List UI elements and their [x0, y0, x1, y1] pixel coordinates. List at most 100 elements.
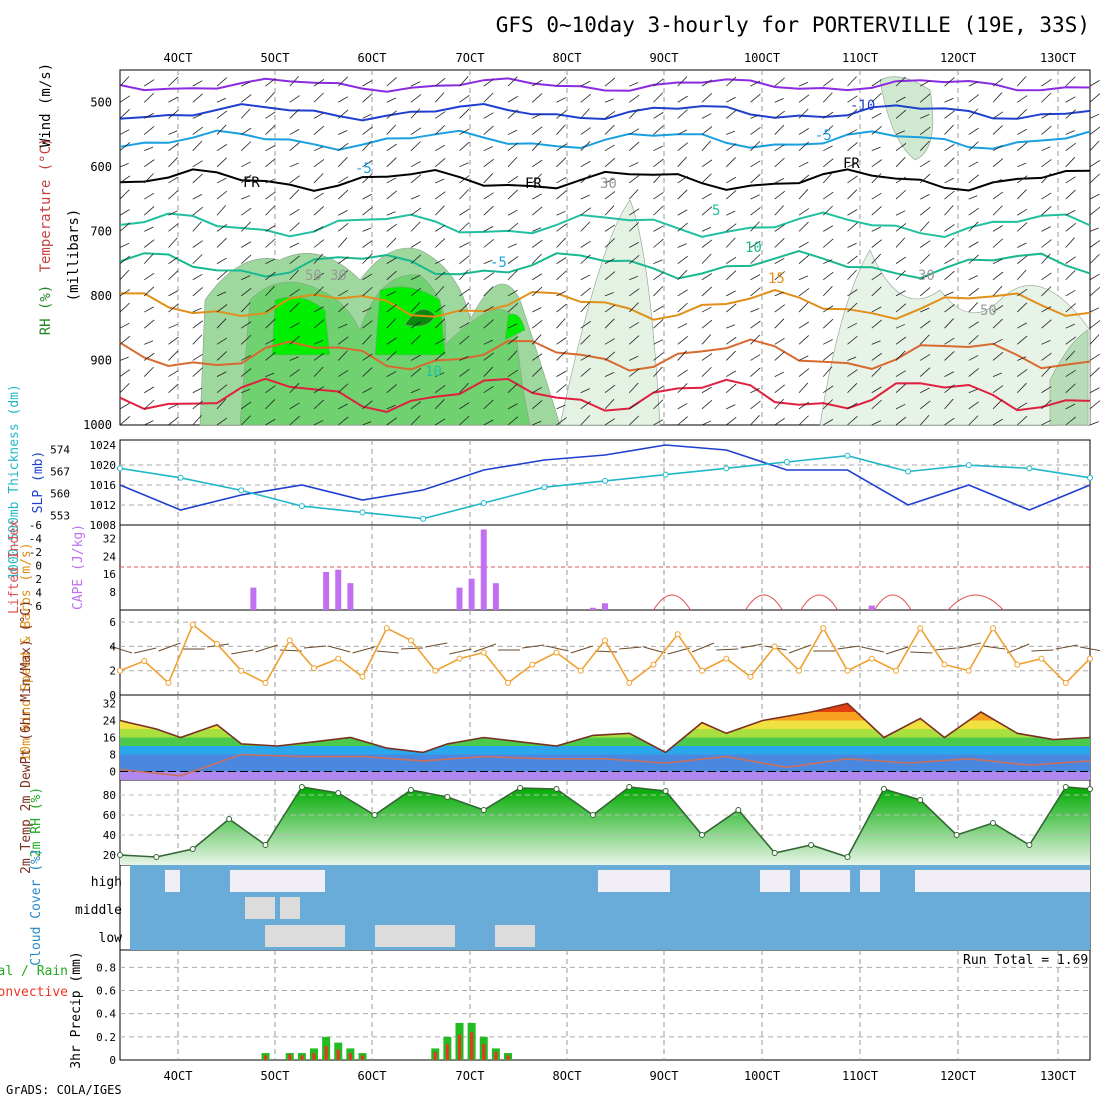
rh-line-point — [953, 832, 960, 838]
wind-barb — [604, 191, 616, 200]
contour-label: -5 — [355, 161, 372, 177]
wind-barb — [822, 352, 834, 361]
wind-barb — [216, 205, 227, 216]
wind-barb — [241, 388, 251, 394]
wind-barb — [847, 255, 858, 264]
wind-barb — [1089, 353, 1100, 361]
wind-barb — [580, 354, 591, 361]
wind-barb — [192, 126, 203, 135]
wind-barb — [944, 157, 955, 168]
wind-barb — [531, 93, 543, 103]
wind-barb — [871, 192, 882, 200]
wind-barb — [241, 195, 251, 200]
wind-barb — [628, 415, 640, 426]
cape-bar — [347, 583, 354, 610]
wind-barb — [628, 221, 640, 232]
wind-barb — [798, 241, 809, 248]
cloud-high-clear — [760, 870, 790, 892]
wind-barb-10m — [910, 651, 933, 654]
wind-barb — [410, 241, 421, 248]
wind-barb — [701, 366, 712, 377]
wind-barb — [895, 370, 906, 377]
wind-barb — [1017, 322, 1027, 329]
wind-barb — [1016, 382, 1027, 394]
wind-barb — [774, 157, 785, 168]
wind-barb — [313, 239, 325, 248]
wind-barb — [750, 93, 761, 103]
rh-line-point — [408, 787, 414, 793]
wind-barb — [920, 307, 930, 313]
wind-barb — [944, 417, 955, 426]
wind-barb — [532, 126, 543, 135]
precip-convective-bar — [445, 1043, 449, 1060]
rh-line-point — [153, 854, 160, 860]
wind-barb — [241, 275, 251, 281]
wind-barb — [677, 383, 688, 394]
wind-barb — [459, 94, 470, 103]
rh-tick-label: 20 — [103, 849, 116, 862]
wind-barb — [847, 222, 858, 232]
wind-barb-10m — [740, 643, 763, 649]
wind-barb-10m — [134, 647, 157, 654]
wind-barb — [604, 111, 616, 119]
wind-barb — [992, 191, 1004, 200]
wind-barb — [677, 302, 688, 313]
bottom-x-tick-label: 6OCT — [358, 1069, 387, 1083]
wind-barb — [240, 368, 252, 377]
wind-barb — [629, 208, 640, 216]
wind-barb — [241, 207, 252, 216]
wind-barb — [168, 290, 179, 297]
wind-barb — [798, 302, 809, 313]
wind-barb — [240, 334, 252, 345]
wind-barb — [1089, 206, 1100, 216]
freezing-level-contour — [119, 168, 1091, 192]
wind-barb — [968, 81, 978, 87]
wind-barb — [653, 225, 664, 232]
slp-tick-label: 1016 — [90, 479, 117, 492]
temp-tick-label: 24 — [103, 715, 117, 728]
wind-barb — [1041, 340, 1051, 345]
wind-barb — [216, 291, 227, 297]
wind-barb — [944, 337, 955, 345]
wind-speed-line-point — [796, 667, 802, 674]
wind-barb — [507, 129, 518, 135]
wind-barb-10m — [425, 642, 448, 648]
wind-barb — [653, 399, 664, 410]
wind-barb — [435, 304, 446, 313]
wind-barb — [798, 174, 810, 184]
wind-barb — [483, 158, 494, 168]
wind-barb — [701, 79, 713, 87]
wind-barb — [992, 385, 1004, 394]
wind-barb — [992, 125, 1003, 135]
temp-tick-label: 32 — [103, 698, 116, 711]
wind-barb-10m — [667, 647, 690, 655]
wind-barb — [313, 226, 324, 232]
wind-barb — [459, 368, 470, 377]
wind-barb — [265, 418, 276, 426]
wind-barb — [823, 385, 834, 394]
wind-barb — [798, 141, 810, 151]
wind-barb — [144, 239, 155, 248]
wind-barb — [653, 366, 663, 377]
top-x-tick-label: 12OCT — [940, 51, 976, 65]
thickness-line-point — [783, 459, 790, 466]
wind-speed-line-point — [771, 643, 778, 650]
wind-barb — [798, 335, 810, 345]
wind-barb — [289, 368, 300, 377]
run-total-label: Run Total = 1.69 — [963, 953, 1088, 968]
wind-barb — [677, 403, 688, 410]
wind-barb — [410, 207, 422, 216]
wind-barb — [653, 92, 664, 103]
wind-barb — [1065, 369, 1076, 377]
contour-label: -5 — [490, 255, 507, 271]
wind-barb — [289, 141, 300, 151]
wind-barb — [192, 240, 203, 248]
wind-barb — [289, 415, 300, 426]
wind-barb — [119, 383, 130, 394]
wind-barb — [604, 292, 614, 297]
wind-barb — [362, 320, 373, 329]
wind-barb — [968, 141, 979, 151]
wind-barb — [313, 399, 325, 410]
wind-barb — [968, 368, 979, 377]
wind-speed-line — [119, 623, 1091, 685]
